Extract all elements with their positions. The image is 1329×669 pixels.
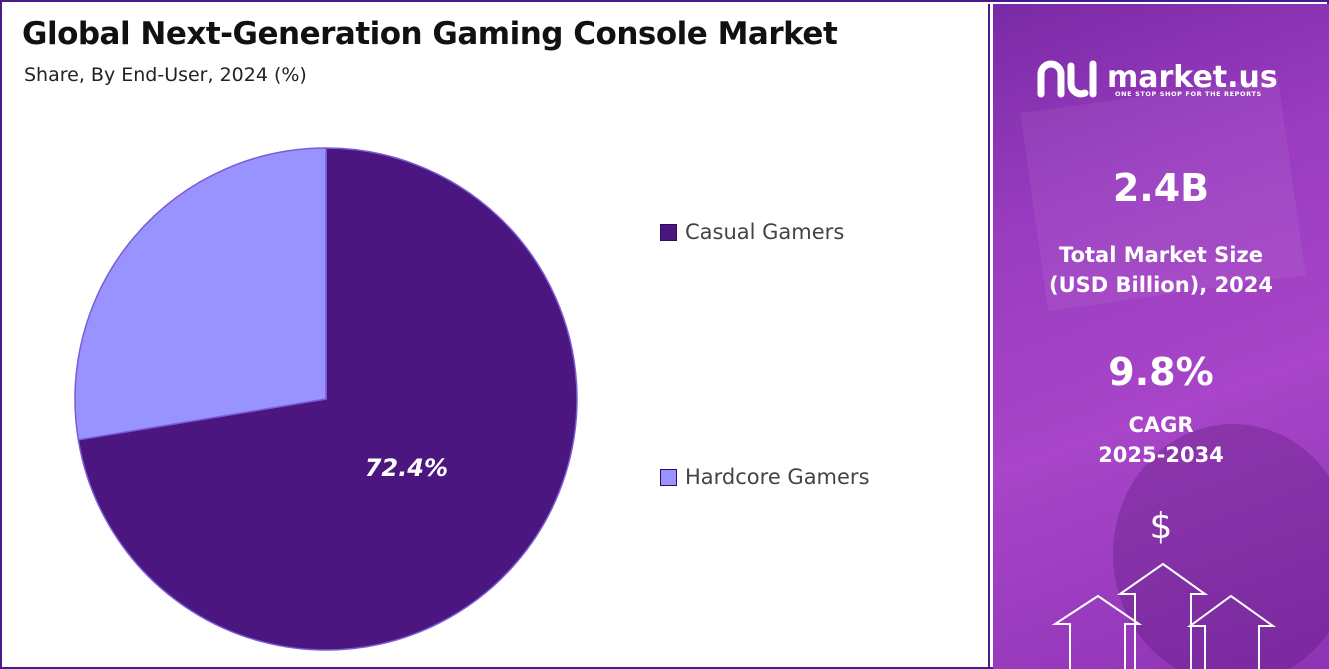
brand-logo: market.us — [1037, 56, 1278, 100]
cagr-label-line2: 2025-2034 — [1098, 443, 1224, 467]
brand-tagline: ONE STOP SHOP FOR THE REPORTS — [1115, 90, 1262, 98]
legend-item-casual-gamers: Casual Gamers — [660, 220, 844, 244]
chart-subtitle: Share, By End-User, 2024 (%) — [24, 64, 307, 86]
market-size-value: 2.4B — [1112, 166, 1210, 210]
dollar-icon: $ — [1149, 506, 1173, 547]
pie-slice-hardcore-gamers — [74, 147, 327, 441]
legend-label-hardcore-gamers: Hardcore Gamers — [685, 465, 870, 489]
background-photo-overlay-circle — [1113, 424, 1329, 669]
legend-swatch-casual-gamers — [660, 223, 677, 241]
pie-data-label-casual-gamers: 72.4% — [365, 454, 448, 482]
cagr-value: 9.8% — [1108, 350, 1214, 394]
info-panel: market.us ONE STOP SHOP FOR THE REPORTS … — [993, 4, 1329, 669]
chart-panel: Global Next-Generation Gaming Console Ma… — [4, 4, 990, 667]
growth-arrows-icon — [1051, 562, 1277, 669]
brand-name: market.us — [1107, 60, 1278, 95]
legend-swatch-hardcore-gamers — [660, 468, 677, 486]
chart-title: Global Next-Generation Gaming Console Ma… — [22, 16, 838, 52]
pie-chart: 72.4% — [74, 147, 578, 651]
legend-item-hardcore-gamers: Hardcore Gamers — [660, 465, 870, 489]
pie-slice-casual-gamers — [77, 147, 578, 651]
cagr-label-line1: CAGR — [1128, 413, 1194, 437]
market-size-label-line2: (USD Billion), 2024 — [1048, 273, 1274, 297]
market-us-logo-icon — [1037, 60, 1097, 98]
market-size-label-line1: Total Market Size — [1059, 243, 1263, 267]
legend-label-casual-gamers: Casual Gamers — [685, 220, 845, 244]
